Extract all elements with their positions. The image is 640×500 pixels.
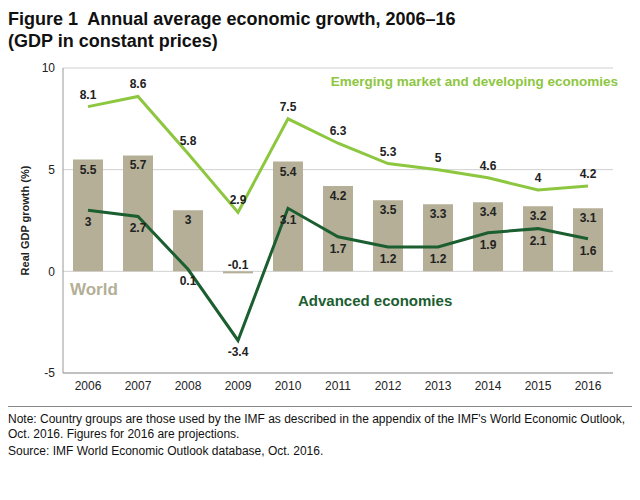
svg-text:3: 3 [185,213,192,227]
svg-text:3.1: 3.1 [580,211,597,225]
svg-text:2008: 2008 [175,379,202,393]
svg-text:5: 5 [435,151,442,165]
svg-text:2.9: 2.9 [230,193,247,207]
svg-text:2013: 2013 [425,379,452,393]
svg-text:3: 3 [85,215,92,229]
svg-text:5: 5 [48,163,55,177]
svg-text:2011: 2011 [325,379,351,393]
svg-text:2016: 2016 [575,379,602,393]
svg-text:1.7: 1.7 [330,242,347,256]
html-text:Source: IMF World Economic Out: Source: IMF World Economic Outlook datab… [8,444,324,458]
svg-text:1.6: 1.6 [580,244,597,258]
html-text:Emerging market and developing: Emerging market and developing economies [330,74,618,89]
svg-text:2.7: 2.7 [130,221,147,235]
svg-text:5.5: 5.5 [80,163,97,177]
svg-text:5.8: 5.8 [180,134,197,148]
html-text:Figure 1 Annual average econom: Figure 1 Annual average economic growth,… [8,9,456,29]
svg-text:4: 4 [535,171,542,185]
svg-text:3.1: 3.1 [280,213,297,227]
svg-text:1.2: 1.2 [380,252,397,266]
svg-text:3.2: 3.2 [530,209,547,223]
svg-text:2015: 2015 [525,379,552,393]
svg-text:-0.1: -0.1 [228,258,249,272]
svg-text:2010: 2010 [275,379,302,393]
svg-text:0: 0 [48,265,55,279]
svg-text:2007: 2007 [125,379,152,393]
svg-text:2012: 2012 [375,379,402,393]
svg-text:10: 10 [42,61,56,75]
svg-text:4.6: 4.6 [480,159,497,173]
svg-text:3.3: 3.3 [430,207,447,221]
svg-text:5.7: 5.7 [130,158,147,172]
html-text:(GDP in constant prices): (GDP in constant prices) [8,31,218,51]
svg-text:4.2: 4.2 [580,167,597,181]
svg-text:3.4: 3.4 [480,205,497,219]
svg-text:-5: -5 [44,366,55,380]
svg-text:8.1: 8.1 [80,88,97,102]
svg-text:1.2: 1.2 [430,252,447,266]
svg-text:7.5: 7.5 [280,100,297,114]
html-text:World: World [70,280,118,299]
svg-text:5.4: 5.4 [280,165,297,179]
html-text:Note: Country groups are those: Note: Country groups are those used by t… [8,412,625,441]
svg-text:5.3: 5.3 [380,145,397,159]
svg-text:2014: 2014 [475,379,502,393]
svg-text:-3.4: -3.4 [228,345,249,359]
svg-text:3.5: 3.5 [380,203,397,217]
svg-text:2009: 2009 [225,379,252,393]
svg-text:8.6: 8.6 [130,77,147,91]
svg-text:6.3: 6.3 [330,124,347,138]
svg-text:4.2: 4.2 [330,189,347,203]
svg-text:2006: 2006 [75,379,102,393]
svg-text:Real GDP growth (%): Real GDP growth (%) [19,165,31,275]
svg-text:1.9: 1.9 [480,238,497,252]
svg-text:0.1: 0.1 [180,274,197,288]
html-text:Advanced economies: Advanced economies [298,292,453,309]
svg-text:2.1: 2.1 [530,234,547,248]
